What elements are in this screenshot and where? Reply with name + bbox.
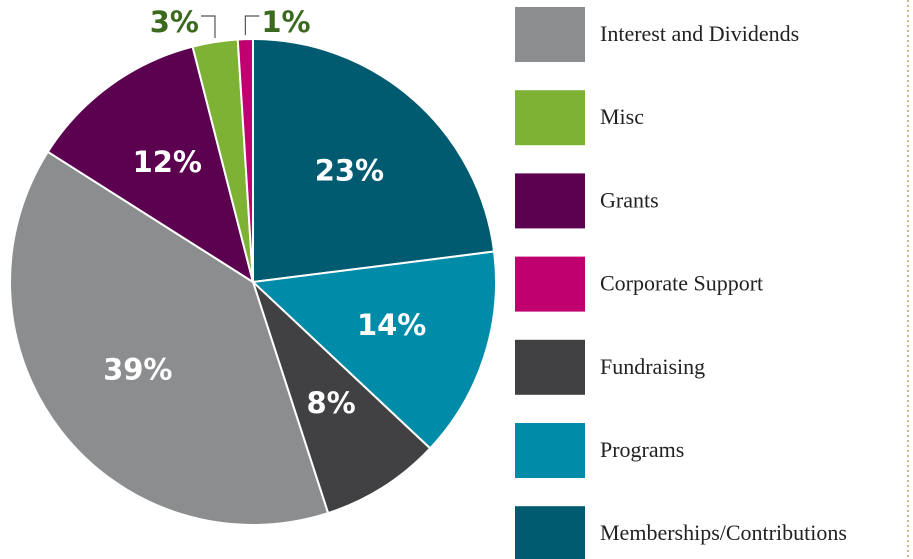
slice-label: 39%: [103, 352, 172, 386]
pie-slice: [9, 150, 330, 526]
pie-slice: [252, 37, 496, 284]
legend-label: Interest and Dividends: [600, 21, 799, 46]
legend-swatch: [515, 256, 585, 312]
legend-label: Grants: [600, 187, 659, 212]
legend-label: Memberships/Contributions: [600, 520, 847, 545]
legend-swatch: [515, 90, 585, 146]
pie-slice: [236, 37, 254, 283]
legend-swatch: [515, 506, 585, 559]
slice-label: 12%: [133, 145, 202, 179]
slice-label: 14%: [357, 308, 426, 342]
slice-label: 8%: [306, 386, 355, 420]
pie-slice: [252, 281, 432, 515]
slice-label: 23%: [315, 154, 384, 188]
legend-label: Misc: [600, 104, 644, 129]
pie-slice: [46, 45, 255, 285]
legend-swatch: [515, 339, 585, 395]
leader-line: [200, 15, 216, 38]
legend-label: Fundraising: [600, 354, 705, 379]
pie-slice: [250, 250, 497, 450]
legend-swatch: [515, 7, 585, 62]
slice-label: 1%: [261, 5, 310, 39]
legend-swatch: [515, 423, 585, 478]
legend-label: Corporate Support: [600, 271, 763, 296]
leader-line: [244, 15, 260, 36]
legend-swatch: [515, 173, 585, 229]
slice-label: 3%: [150, 5, 199, 39]
legend-label: Programs: [600, 437, 684, 462]
